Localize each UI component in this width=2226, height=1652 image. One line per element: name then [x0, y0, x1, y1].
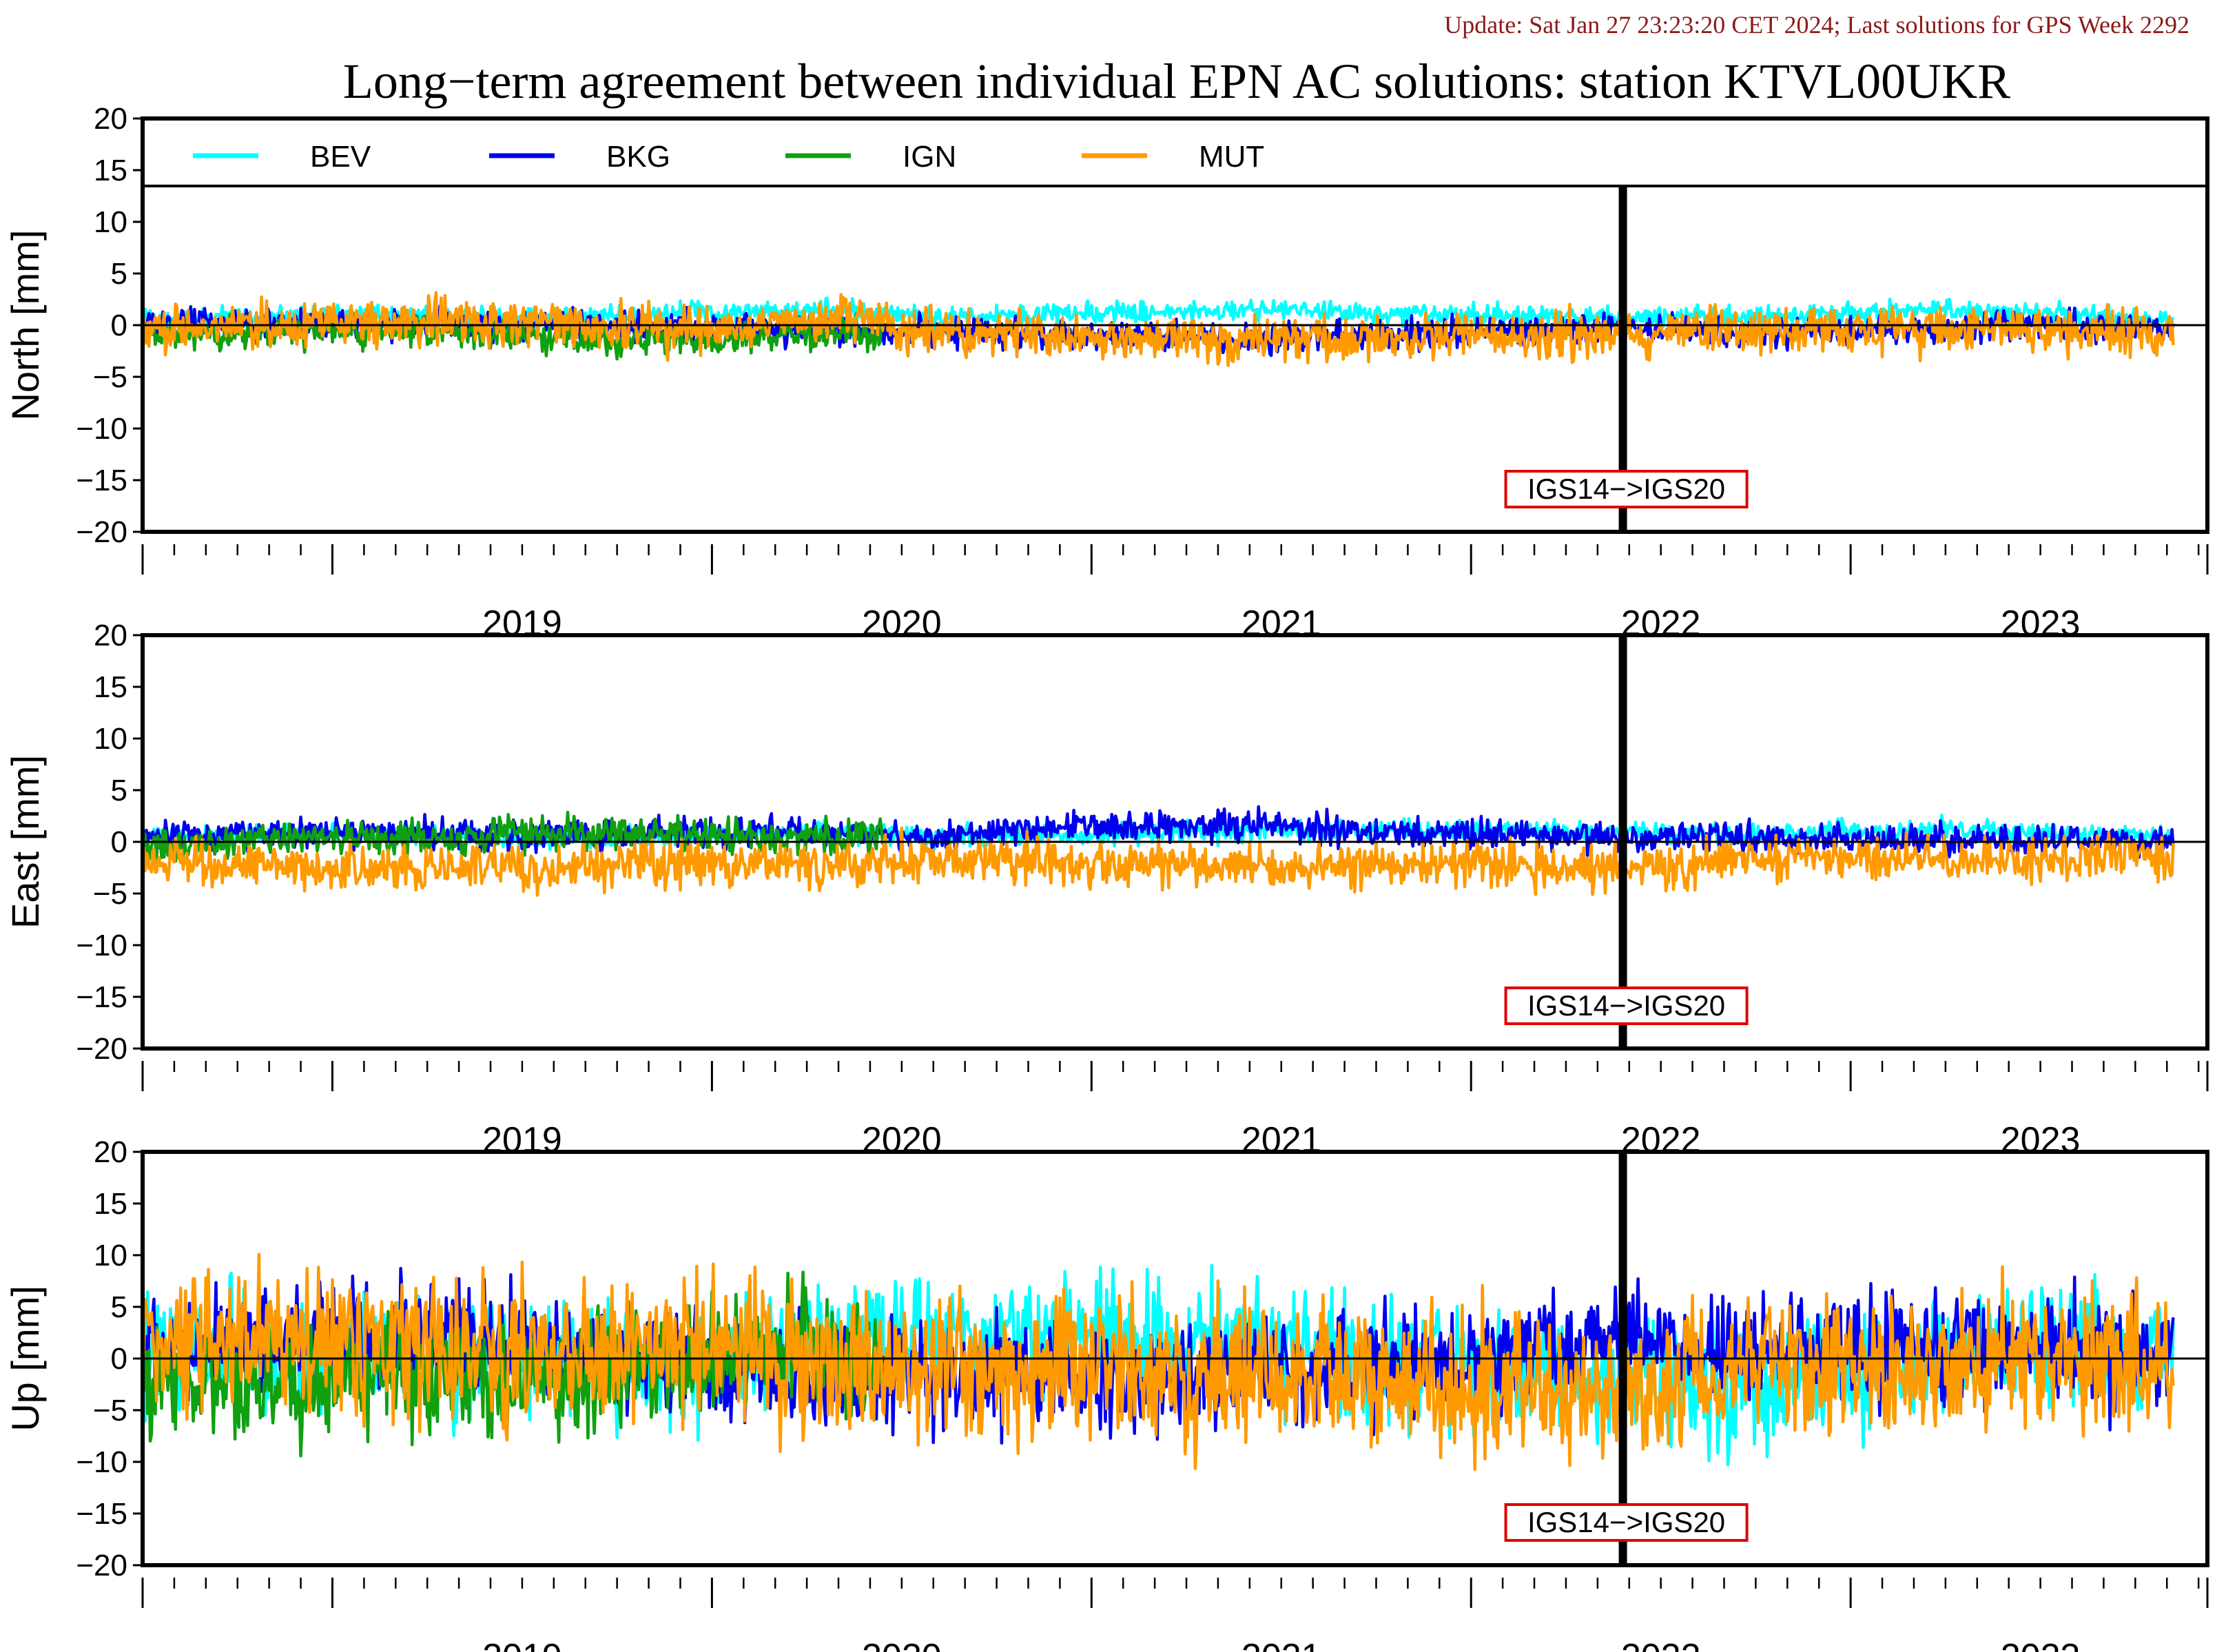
- y-axis-label: Up [mm]: [3, 1286, 47, 1432]
- y-tick-label: 0: [111, 309, 127, 342]
- x-year-label: 2022: [1621, 1120, 1701, 1160]
- y-tick-label: −5: [93, 877, 127, 911]
- y-tick-label: 15: [94, 154, 127, 187]
- x-year-label: 2023: [2001, 1637, 2081, 1652]
- series-line-mut: [143, 826, 2175, 897]
- x-year-label: 2021: [1241, 1120, 1321, 1160]
- x-year-label: 2022: [1621, 603, 1701, 643]
- legend-box: [143, 118, 2207, 186]
- x-year-label: 2022: [1621, 1637, 1701, 1652]
- legend-label-ign: IGN: [903, 140, 956, 174]
- panel-up: −20 −15 −10 −5 0 5 10 15 20 Up [mm] 2019 2020 2021 20…: [3, 1135, 2209, 1652]
- annotation-box: [1504, 1503, 1749, 1542]
- panels: BEV BKG IGN MUT −20 −15 −10 −5 0 5 10 15 20 North [mm…: [3, 102, 2209, 1652]
- x-year-label: 2019: [482, 603, 562, 643]
- legend-label-mut: MUT: [1199, 140, 1264, 174]
- series-line-ign: [143, 810, 885, 863]
- x-year-label: 2019: [482, 1120, 562, 1160]
- y-tick-label: 5: [111, 774, 127, 807]
- frame-change-annotation: IGS14−>IGS20: [1504, 1503, 1749, 1542]
- series-group: [143, 291, 2175, 367]
- y-tick-label: 20: [94, 102, 127, 136]
- y-tick-label: −5: [93, 1394, 127, 1427]
- x-year-label: 2021: [1241, 603, 1321, 643]
- annotation-box: [1504, 470, 1749, 508]
- chart-title: Long−term agreement between individual E…: [343, 54, 2010, 109]
- y-tick-label: −10: [76, 1445, 127, 1479]
- annotation-label: IGS14−>IGS20: [1527, 1506, 1725, 1538]
- y-tick-label: 0: [111, 825, 127, 859]
- y-tick-label: 20: [94, 619, 127, 652]
- y-tick-label: 15: [94, 670, 127, 704]
- y-tick-label: 15: [94, 1187, 127, 1221]
- y-tick-label: −20: [76, 1549, 127, 1582]
- x-year-label: 2023: [2001, 603, 2081, 643]
- x-year-label: 2019: [482, 1637, 562, 1652]
- x-year-label: 2020: [862, 603, 942, 643]
- update-text: Update: Sat Jan 27 23:23:20 CET 2024; La…: [1444, 11, 2189, 39]
- y-tick-label: −15: [76, 464, 127, 497]
- x-year-label: 2020: [862, 1637, 942, 1652]
- panel-east: −20 −15 −10 −5 0 5 10 15 20 East [mm] 2019 2020 2021…: [3, 619, 2209, 1160]
- y-tick-label: −15: [76, 980, 127, 1014]
- y-tick-label: −10: [76, 929, 127, 962]
- y-tick-label: −10: [76, 412, 127, 446]
- legend-label-bkg: BKG: [606, 140, 670, 174]
- y-tick-label: 10: [94, 205, 127, 239]
- y-axis-label: North [mm]: [3, 230, 47, 421]
- y-tick-label: 10: [94, 1239, 127, 1272]
- panel-north: BEV BKG IGN MUT −20 −15 −10 −5 0 5 10 15 20 North [mm…: [3, 102, 2209, 643]
- x-year-label: 2020: [862, 1120, 942, 1160]
- frame-change-annotation: IGS14−>IGS20: [1504, 470, 1749, 508]
- y-tick-label: 5: [111, 1290, 127, 1324]
- y-tick-label: 10: [94, 722, 127, 756]
- x-year-label: 2021: [1241, 1637, 1321, 1652]
- frame-change-annotation: IGS14−>IGS20: [1504, 987, 1749, 1025]
- y-tick-label: −20: [76, 1032, 127, 1066]
- y-axis-label: East [mm]: [3, 755, 47, 929]
- series-group: [143, 1252, 2175, 1472]
- series-group: [143, 805, 2175, 897]
- annotation-box: [1504, 987, 1749, 1025]
- annotation-label: IGS14−>IGS20: [1527, 473, 1725, 505]
- series-line-mut: [143, 1252, 2175, 1472]
- x-year-label: 2023: [2001, 1120, 2081, 1160]
- annotation-label: IGS14−>IGS20: [1527, 989, 1725, 1022]
- series-line-mut: [143, 291, 2175, 367]
- y-tick-label: −5: [93, 360, 127, 394]
- y-tick-label: 5: [111, 257, 127, 291]
- y-tick-label: 20: [94, 1135, 127, 1169]
- legend-label-bev: BEV: [310, 140, 371, 174]
- y-tick-label: −20: [76, 515, 127, 549]
- y-tick-label: −15: [76, 1497, 127, 1531]
- y-tick-label: 0: [111, 1342, 127, 1376]
